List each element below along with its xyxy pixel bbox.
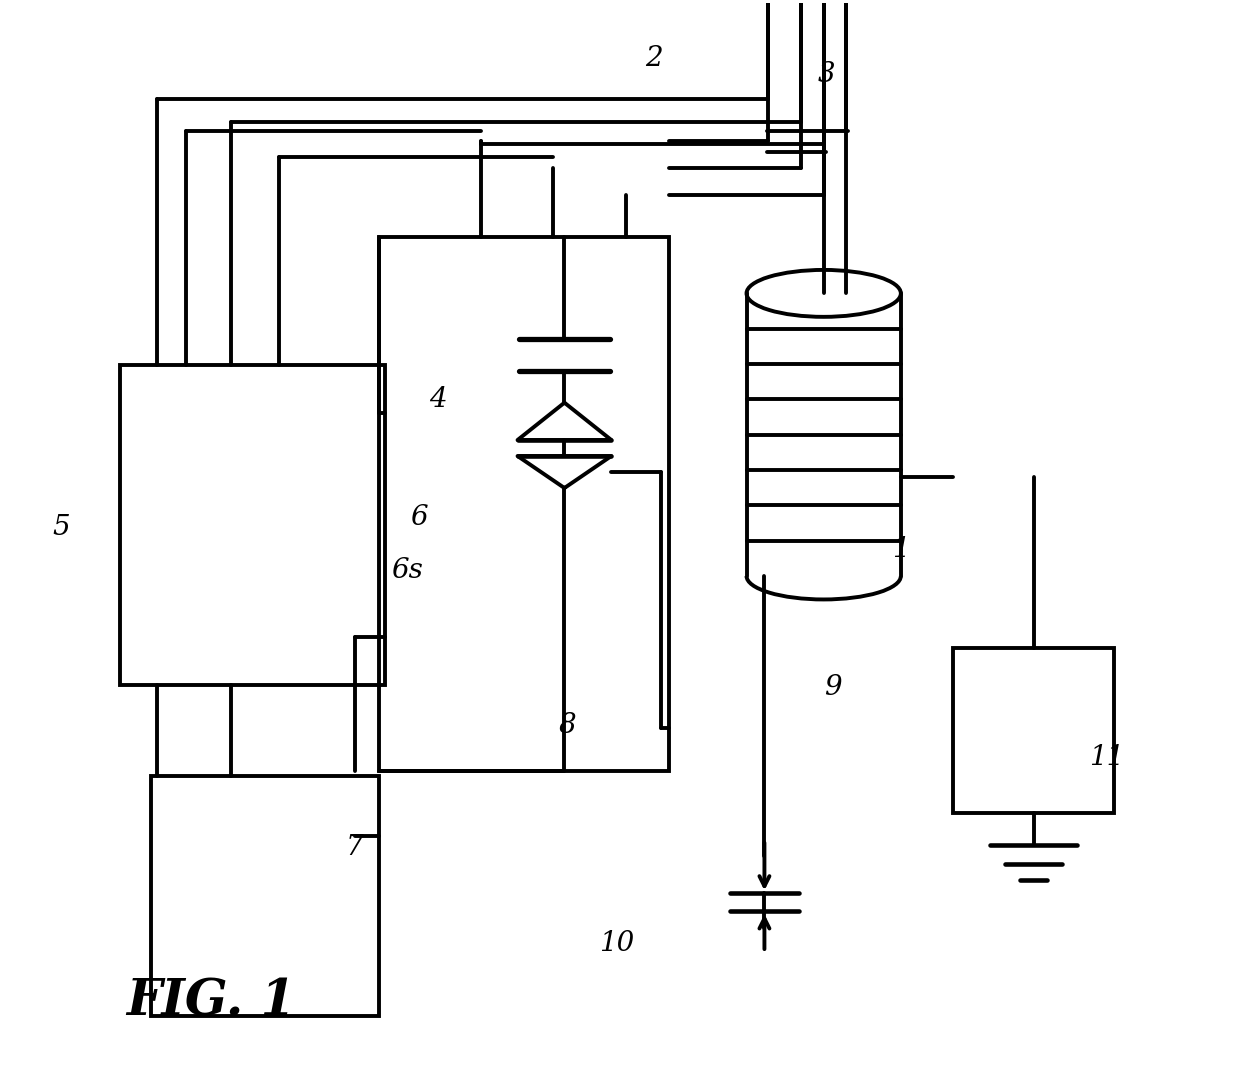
Text: 6: 6 [410, 504, 428, 531]
Text: 2: 2 [645, 45, 662, 72]
Text: 1: 1 [892, 536, 909, 563]
Text: 5: 5 [52, 515, 69, 541]
Text: 3: 3 [817, 61, 835, 88]
Text: 9: 9 [823, 674, 841, 701]
Text: 11: 11 [1089, 744, 1125, 771]
Text: 7: 7 [346, 834, 363, 861]
Text: FIG. 1: FIG. 1 [126, 978, 295, 1027]
Bar [151, 776, 379, 1016]
Bar [954, 647, 1114, 814]
Text: 10: 10 [599, 930, 635, 957]
Text: 8: 8 [558, 712, 575, 739]
Text: 6s: 6s [392, 557, 424, 584]
Bar [120, 366, 386, 685]
Bar [379, 237, 670, 771]
Text: 4: 4 [429, 386, 446, 414]
